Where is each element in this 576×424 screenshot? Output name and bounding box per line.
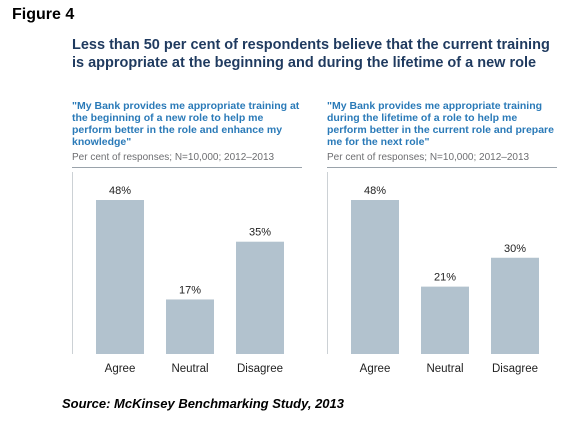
bar-disagree-left: [236, 241, 284, 354]
headline: Less than 50 per cent of respondents bel…: [72, 37, 550, 71]
chart-panel-right: "My Bank provides me appropriate trainin…: [327, 100, 557, 390]
bar-agree-right: [351, 200, 399, 354]
figure-label: Figure 4: [12, 6, 75, 23]
value-label-neutral-right: 21%: [434, 272, 456, 284]
value-label-disagree-left: 35%: [249, 227, 271, 239]
category-label-agree-right: Agree: [360, 363, 391, 375]
source-note: Source: McKinsey Benchmarking Study, 201…: [62, 396, 345, 411]
chart-title-right: "My Bank provides me appropriate trainin…: [327, 100, 554, 148]
chart-title-left: "My Bank provides me appropriate trainin…: [72, 100, 300, 148]
category-label-neutral-right: Neutral: [426, 363, 463, 375]
category-label-neutral-left: Neutral: [171, 363, 208, 375]
chart-subtitle-right: Per cent of responses; N=10,000; 2012–20…: [327, 152, 530, 163]
chart-panel-left: "My Bank provides me appropriate trainin…: [72, 100, 302, 390]
chart-subtitle-left: Per cent of responses; N=10,000; 2012–20…: [72, 152, 275, 163]
bar-chart-right: 48% Agree 21% Neutral 30% Disagree: [327, 172, 539, 375]
value-label-agree-right: 48%: [364, 185, 386, 197]
value-label-disagree-right: 30%: [504, 243, 526, 255]
bar-agree-left: [96, 200, 144, 354]
category-label-agree-left: Agree: [105, 363, 136, 375]
category-label-disagree-left: Disagree: [237, 363, 283, 375]
bar-neutral-left: [166, 299, 214, 354]
bar-chart-left: 48% Agree 17% Neutral 35% Disagree: [72, 172, 284, 375]
value-label-agree-left: 48%: [109, 185, 131, 197]
value-label-neutral-left: 17%: [179, 284, 201, 296]
bar-neutral-right: [421, 286, 469, 354]
category-label-disagree-right: Disagree: [492, 363, 538, 375]
bar-disagree-right: [491, 257, 539, 354]
chart-divider-left: [72, 167, 302, 168]
chart-divider-right: [327, 167, 557, 168]
